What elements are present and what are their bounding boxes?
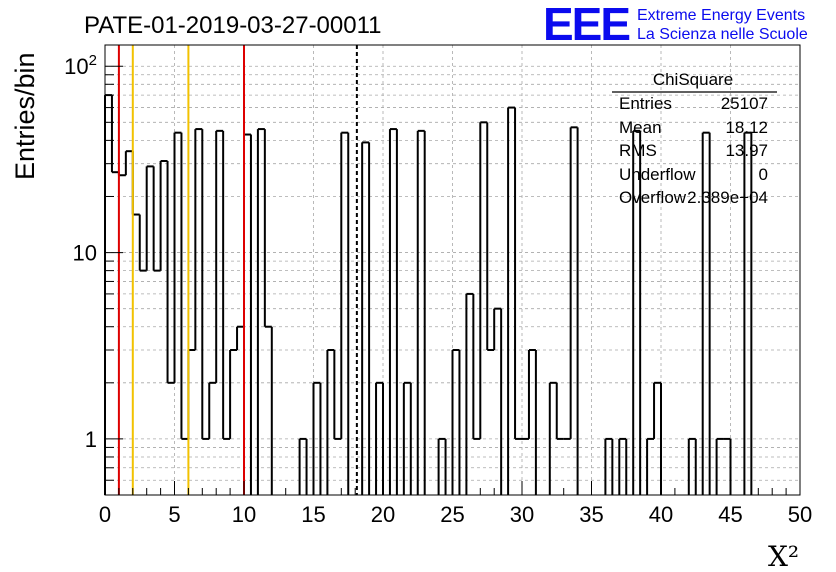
- x-tick-label: 5: [168, 502, 180, 527]
- logo-line2: La Scienza nelle Scuole: [637, 26, 808, 43]
- x-tick-label: 50: [788, 502, 812, 527]
- marker-lines: [117, 45, 358, 495]
- stats-value-overflow: 2.389e+04: [687, 188, 768, 207]
- x-tick-label: 35: [579, 502, 603, 527]
- x-tick-label: 20: [371, 502, 395, 527]
- stats-label-rms: RMS: [619, 141, 657, 160]
- y-tick-label: 1: [85, 427, 97, 452]
- x-tick-label: 40: [649, 502, 673, 527]
- stats-box: ChiSquare Entries 25107 Mean 18.12 RMS 1…: [612, 70, 777, 207]
- x-tick-label: 30: [510, 502, 534, 527]
- stats-label-mean: Mean: [619, 118, 662, 137]
- stats-label-underflow: Underflow: [619, 165, 696, 184]
- y-axis-label: Entries/bin: [10, 52, 40, 180]
- x-tick-label: 0: [99, 502, 111, 527]
- x-tick-label: 15: [301, 502, 325, 527]
- stats-value-underflow: 0: [759, 165, 768, 184]
- stats-label-overflow: Overflow: [619, 188, 687, 207]
- chart-title: PATE-01-2019-03-27-00011: [84, 12, 382, 39]
- x-tick-label: 45: [718, 502, 742, 527]
- x-tick-label: 10: [232, 502, 256, 527]
- stats-label-entries: Entries: [619, 94, 672, 113]
- logo-letters: EEE: [543, 0, 629, 50]
- y-tick-label: 10: [73, 241, 97, 266]
- y-tick-label: 102: [64, 52, 97, 79]
- x-tick-label: 25: [440, 502, 464, 527]
- stats-value-mean: 18.12: [725, 118, 768, 137]
- eee-logo: EEE Extreme Energy Events La Scienza nel…: [543, 0, 808, 50]
- y-axis-ticks: 1 10 102: [64, 52, 123, 496]
- stats-value-entries: 25107: [721, 94, 768, 113]
- x-axis-label: Χ²: [768, 540, 799, 572]
- logo-line1: Extreme Energy Events: [637, 7, 805, 24]
- x-axis-ticks: 0 5 10 15 20 25 30 35 40 45 50: [99, 481, 812, 527]
- stats-value-rms: 13.97: [725, 141, 768, 160]
- stats-title: ChiSquare: [653, 70, 733, 89]
- grid-lines: [105, 45, 800, 495]
- histogram-bins: [104, 94, 753, 495]
